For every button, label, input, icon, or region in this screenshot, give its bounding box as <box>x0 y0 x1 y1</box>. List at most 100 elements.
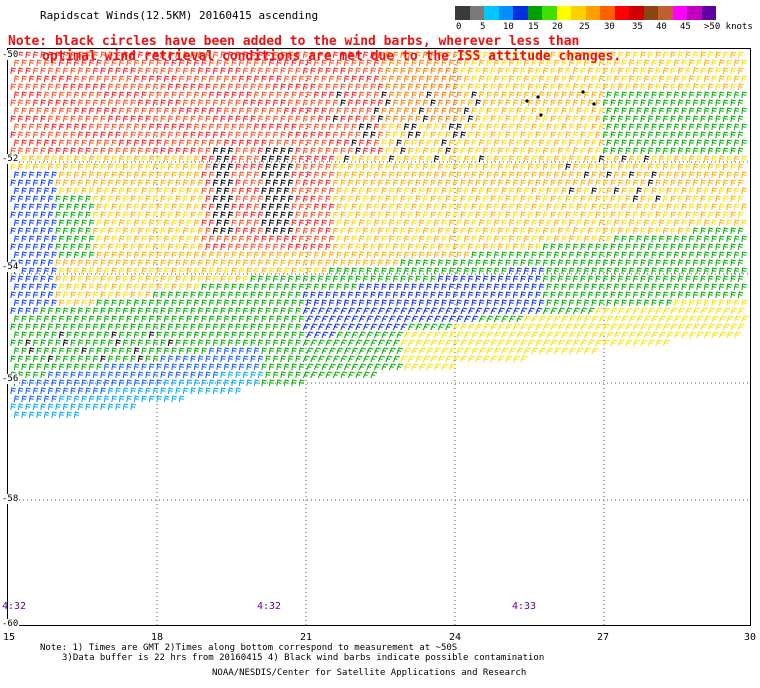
wind-barb <box>726 107 732 115</box>
wind-barb <box>152 211 159 219</box>
wind-barb <box>703 123 710 131</box>
wind-barb <box>426 139 432 147</box>
wind-barb <box>403 75 410 83</box>
wind-barb <box>591 171 597 179</box>
wind-barb <box>715 147 721 155</box>
wind-barb <box>490 179 496 187</box>
wind-barb <box>501 187 507 195</box>
wind-barb <box>561 235 567 243</box>
wind-barb <box>85 99 91 107</box>
wind-barb <box>66 171 72 179</box>
wind-barb <box>141 91 147 99</box>
wind-barb <box>212 147 219 155</box>
wind-barb <box>647 67 654 75</box>
wind-barb <box>651 139 657 147</box>
wind-barb <box>640 179 646 187</box>
wind-barb <box>313 107 320 115</box>
wind-barb <box>321 171 327 179</box>
wind-barb <box>81 91 87 99</box>
wind-barb <box>295 195 301 203</box>
wind-barb <box>111 59 117 67</box>
wind-barb <box>542 163 549 171</box>
wind-barb <box>17 131 24 139</box>
wind-barb <box>456 219 462 227</box>
wind-barb <box>730 163 736 171</box>
wind-barb <box>265 67 271 75</box>
wind-barb <box>118 203 125 211</box>
wind-barb <box>673 59 680 67</box>
wind-barb <box>205 147 211 155</box>
wind-barb <box>527 211 534 219</box>
wind-barb <box>193 171 200 179</box>
wind-barb <box>726 139 732 147</box>
wind-barb <box>598 171 605 179</box>
wind-barb <box>662 179 669 187</box>
wind-barb <box>186 75 192 83</box>
wind-barb <box>493 123 500 131</box>
wind-barb <box>591 75 597 83</box>
wind-barb <box>223 59 230 67</box>
wind-barb <box>527 179 534 187</box>
wind-barb <box>426 91 432 99</box>
wind-barb <box>122 131 129 139</box>
wind-barb <box>486 107 492 115</box>
wind-barb <box>512 99 519 107</box>
wind-barb <box>523 139 530 147</box>
wind-barb <box>643 171 650 179</box>
wind-barb <box>377 163 384 171</box>
wind-barb <box>385 227 391 235</box>
wind-barb <box>688 171 695 179</box>
wind-barb <box>313 91 320 99</box>
wind-barb <box>422 99 429 107</box>
wind-barb <box>407 115 414 123</box>
wind-barb <box>227 67 234 75</box>
wind-barb <box>598 123 605 131</box>
wind-barb <box>568 235 575 243</box>
wind-barb <box>700 51 706 59</box>
wind-barb <box>55 99 61 107</box>
wind-barb <box>655 115 661 123</box>
wind-barb <box>145 83 151 91</box>
wind-barb <box>325 131 331 139</box>
legend-swatch <box>658 6 673 20</box>
wind-barb <box>625 99 631 107</box>
wind-barb <box>733 123 740 131</box>
wind-barb <box>478 203 485 211</box>
wind-barb <box>422 195 429 203</box>
wind-barb <box>490 99 496 107</box>
wind-barb <box>381 155 387 163</box>
wind-barb <box>235 99 241 107</box>
wind-barb <box>415 131 421 139</box>
wind-barb <box>400 163 406 171</box>
wind-barb <box>553 123 560 131</box>
wind-barb <box>456 107 462 115</box>
wind-barb <box>632 147 639 155</box>
wind-barb <box>602 67 609 75</box>
wind-barb <box>617 227 624 235</box>
wind-barb <box>66 187 72 195</box>
wind-barb <box>328 107 335 115</box>
wind-barb <box>25 211 31 219</box>
wind-barb <box>561 91 567 99</box>
wind-barb <box>17 67 24 75</box>
wind-barb <box>580 179 586 187</box>
wind-barb <box>261 91 267 99</box>
wind-barb <box>70 115 76 123</box>
wind-barb <box>160 115 166 123</box>
wind-barb <box>700 83 706 91</box>
wind-barb <box>471 203 477 211</box>
wind-barb <box>711 59 717 67</box>
wind-barb <box>280 131 286 139</box>
wind-barb <box>726 171 732 179</box>
wind-barb <box>295 51 301 59</box>
wind-barb <box>482 227 489 235</box>
wind-barb <box>392 227 399 235</box>
wind-barb <box>366 235 372 243</box>
wind-barb <box>81 203 87 211</box>
wind-barb <box>343 75 350 83</box>
wind-barb <box>561 155 567 163</box>
wind-barb <box>396 107 402 115</box>
wind-barb <box>448 187 455 195</box>
wind-barb <box>115 227 121 235</box>
